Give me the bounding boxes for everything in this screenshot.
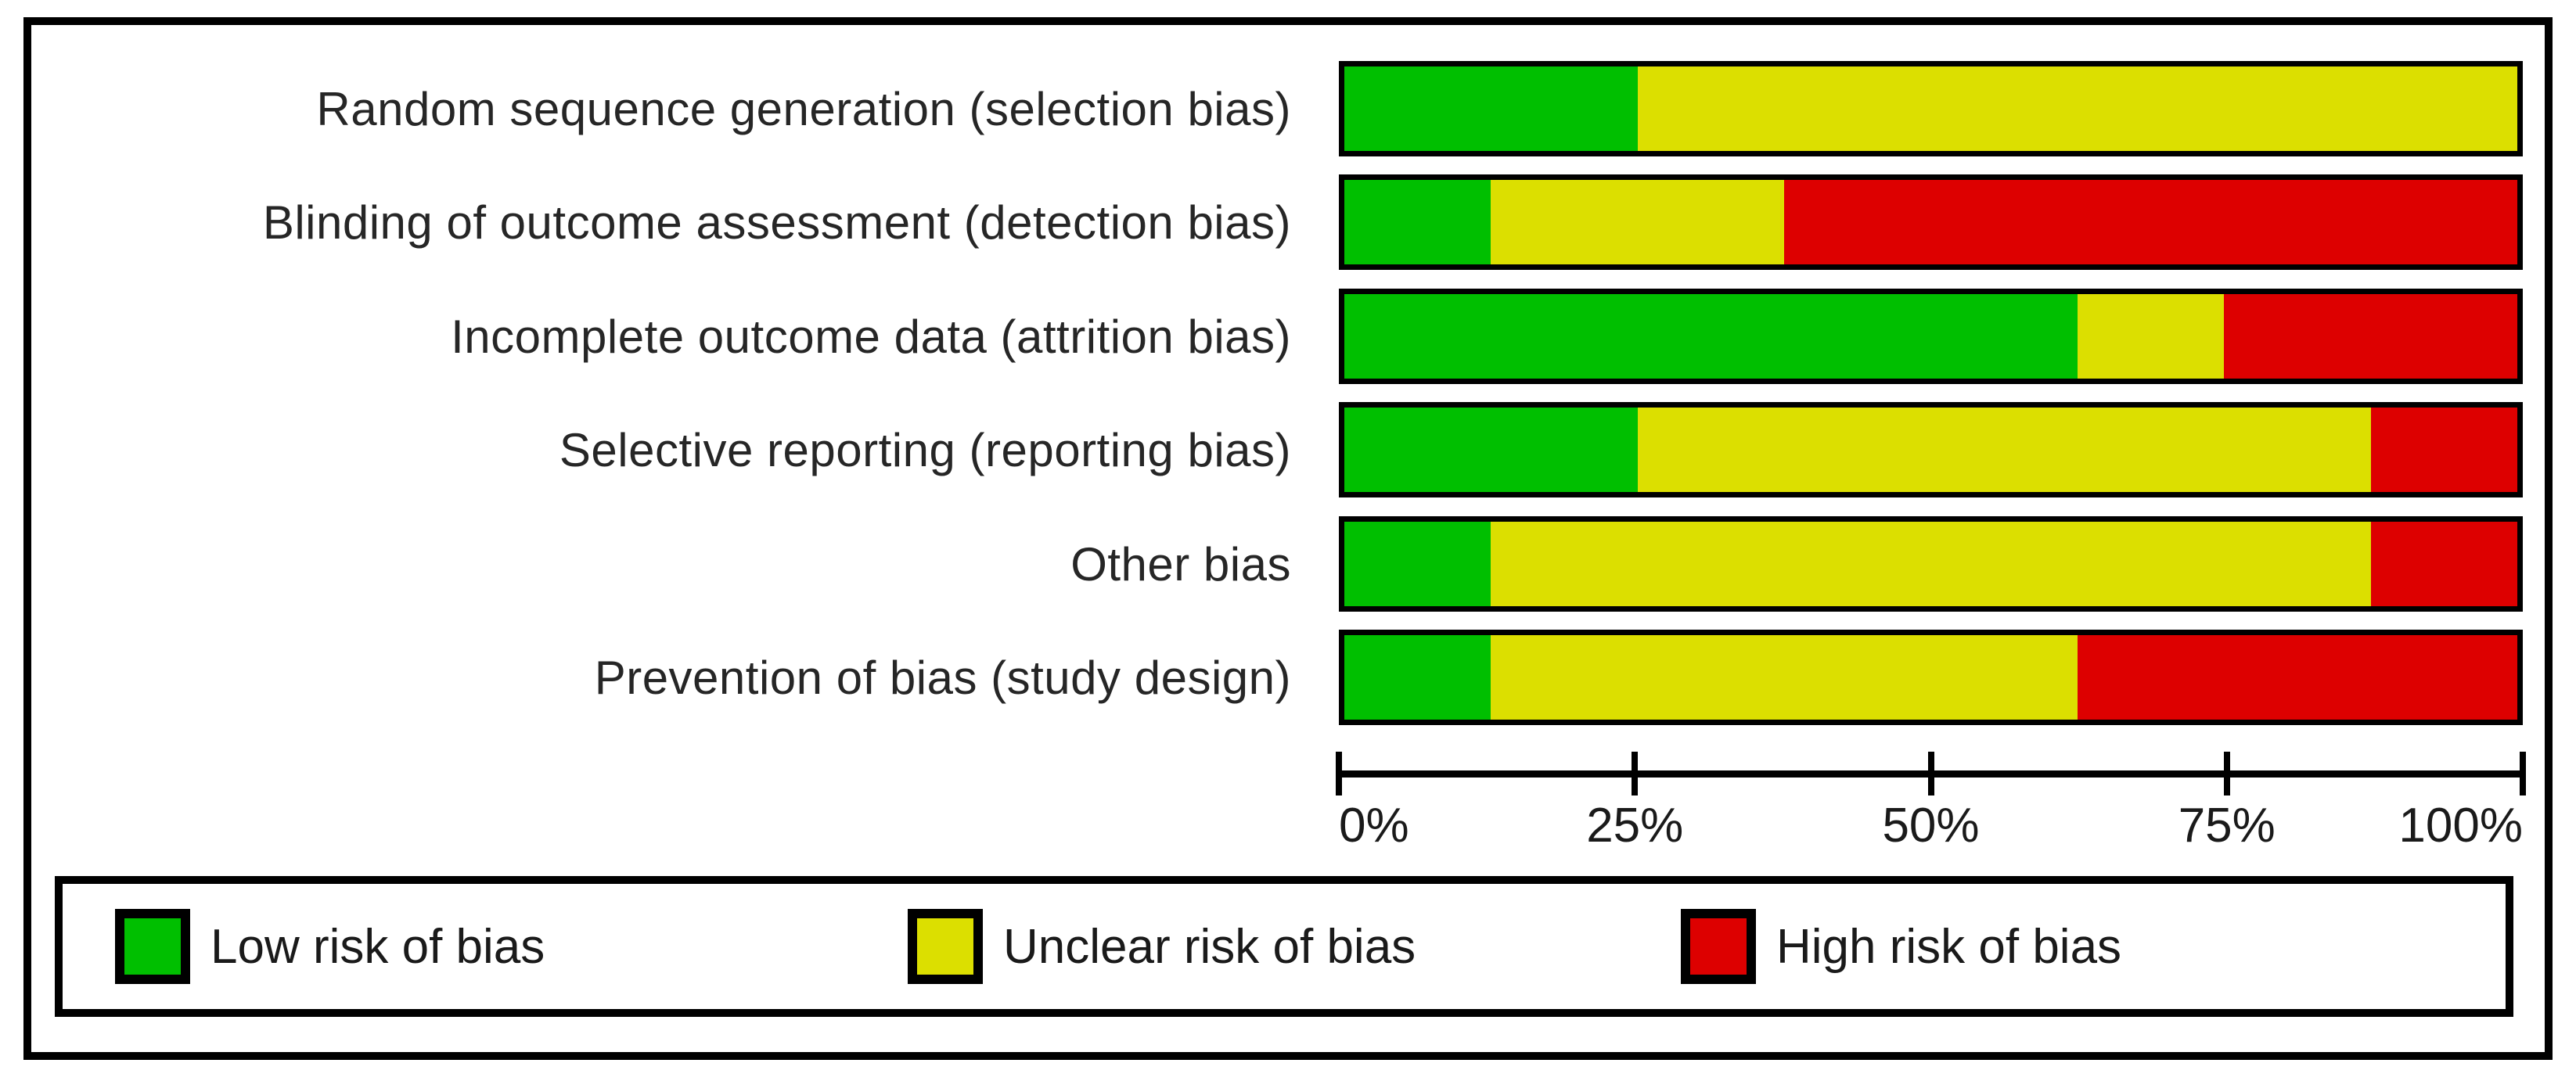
bar-segment-high <box>1784 180 2517 264</box>
legend-label: Unclear risk of bias <box>1003 919 1416 974</box>
row-label: Blinding of outcome assessment (detectio… <box>262 196 1291 249</box>
bar-segment-low <box>1344 408 1638 492</box>
legend-label: Low risk of bias <box>210 919 545 974</box>
stacked-bar <box>1339 174 2523 270</box>
row-label: Incomplete outcome data (attrition bias) <box>451 310 1291 363</box>
row-label: Other bias <box>1070 537 1291 591</box>
bar-segment-unclear <box>1491 522 2371 606</box>
row-label: Random sequence generation (selection bi… <box>316 82 1291 135</box>
legend-entry-high: High risk of bias <box>1681 884 2121 1009</box>
x-axis-tick-label: 25% <box>1586 799 1684 853</box>
bar-segment-unclear <box>1491 635 2078 720</box>
x-axis-tick <box>2520 752 2526 795</box>
stacked-bar <box>1339 289 2523 384</box>
x-axis-tick-label: 100% <box>2398 799 2523 853</box>
x-axis-tick-label: 0% <box>1339 799 1409 853</box>
bar-segment-high <box>2370 522 2517 606</box>
bar-segment-low <box>1344 635 1491 720</box>
legend-swatch-high <box>1681 909 1756 984</box>
x-axis-tick <box>1632 752 1639 795</box>
bar-row: Prevention of bias (study design) <box>0 630 2576 725</box>
bar-segment-high <box>2077 635 2517 720</box>
bar-segment-low <box>1344 180 1491 264</box>
legend-swatch-low <box>115 909 190 984</box>
bar-segment-unclear <box>1637 408 2371 492</box>
bar-row: Selective reporting (reporting bias) <box>0 402 2576 497</box>
bar-segment-low <box>1344 294 2078 379</box>
stacked-bar <box>1339 402 2523 497</box>
bar-segment-unclear <box>2077 294 2225 379</box>
bar-segment-low <box>1344 522 1491 606</box>
bar-segment-high <box>2224 294 2517 379</box>
bar-segment-unclear <box>1491 180 1785 264</box>
row-label: Prevention of bias (study design) <box>594 651 1291 704</box>
bar-segment-high <box>2370 408 2517 492</box>
x-axis-tick <box>1336 752 1342 795</box>
legend-entry-unclear: Unclear risk of bias <box>908 884 1416 1009</box>
legend-swatch-unclear <box>908 909 983 984</box>
stacked-bar <box>1339 516 2523 612</box>
stacked-bar <box>1339 61 2523 156</box>
legend-label: High risk of bias <box>1776 919 2122 974</box>
row-label: Selective reporting (reporting bias) <box>559 423 1291 476</box>
bar-segment-low <box>1344 66 1638 151</box>
x-axis-tick <box>2223 752 2230 795</box>
bar-row: Random sequence generation (selection bi… <box>0 61 2576 156</box>
bar-segment-unclear <box>1637 66 2517 151</box>
x-axis-tick <box>1927 752 1934 795</box>
x-axis-tick-label: 50% <box>1882 799 1980 853</box>
bar-row: Other bias <box>0 516 2576 612</box>
legend-box <box>55 876 2513 1017</box>
bar-row: Incomplete outcome data (attrition bias) <box>0 289 2576 384</box>
x-axis-tick-label: 75% <box>2178 799 2276 853</box>
legend-entry-low: Low risk of bias <box>115 884 545 1009</box>
bar-row: Blinding of outcome assessment (detectio… <box>0 174 2576 270</box>
stacked-bar <box>1339 630 2523 725</box>
